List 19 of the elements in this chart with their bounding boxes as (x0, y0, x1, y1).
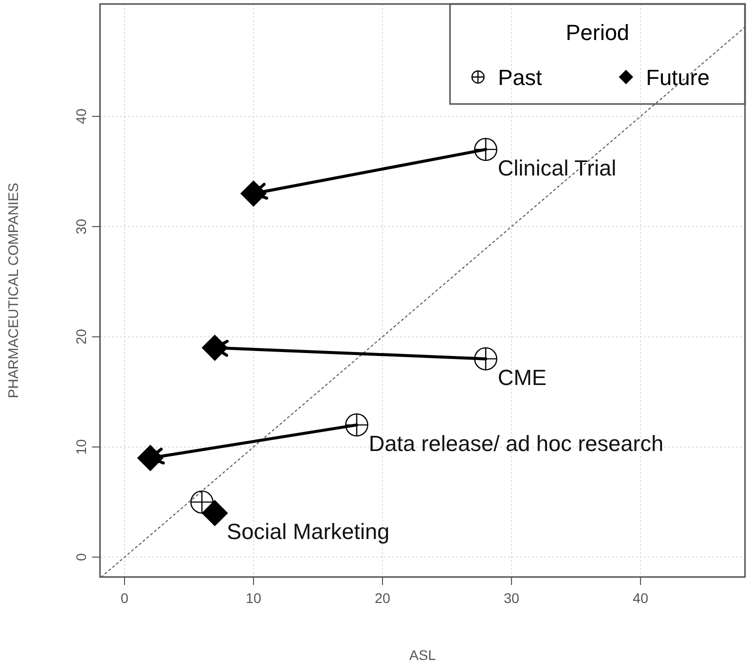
annotation: CME (498, 364, 547, 390)
x-tick-label: 0 (120, 590, 129, 606)
x-tick-label: 10 (246, 590, 262, 606)
y-axis-title: PHARMACEUTICAL COMPANIES (5, 182, 21, 398)
legend-title: Period (566, 20, 630, 45)
y-tick-label: 40 (73, 108, 89, 124)
y-tick-label: 30 (73, 218, 89, 234)
y-tick-label: 10 (73, 438, 89, 455)
y-tick-label: 20 (73, 328, 89, 345)
legend-label: Future (646, 65, 710, 90)
x-axis-title: ASL (409, 647, 436, 663)
annotation: Social Marketing (226, 519, 390, 544)
annotation: Data release/ ad hoc research (368, 430, 664, 456)
x-tick-label: 40 (632, 590, 649, 606)
legend-label: Past (498, 65, 542, 90)
x-tick-label: 30 (504, 590, 520, 606)
x-tick-label: 20 (374, 590, 391, 606)
y-tick-label: 0 (73, 553, 89, 562)
annotation: Clinical Trial (498, 155, 616, 180)
